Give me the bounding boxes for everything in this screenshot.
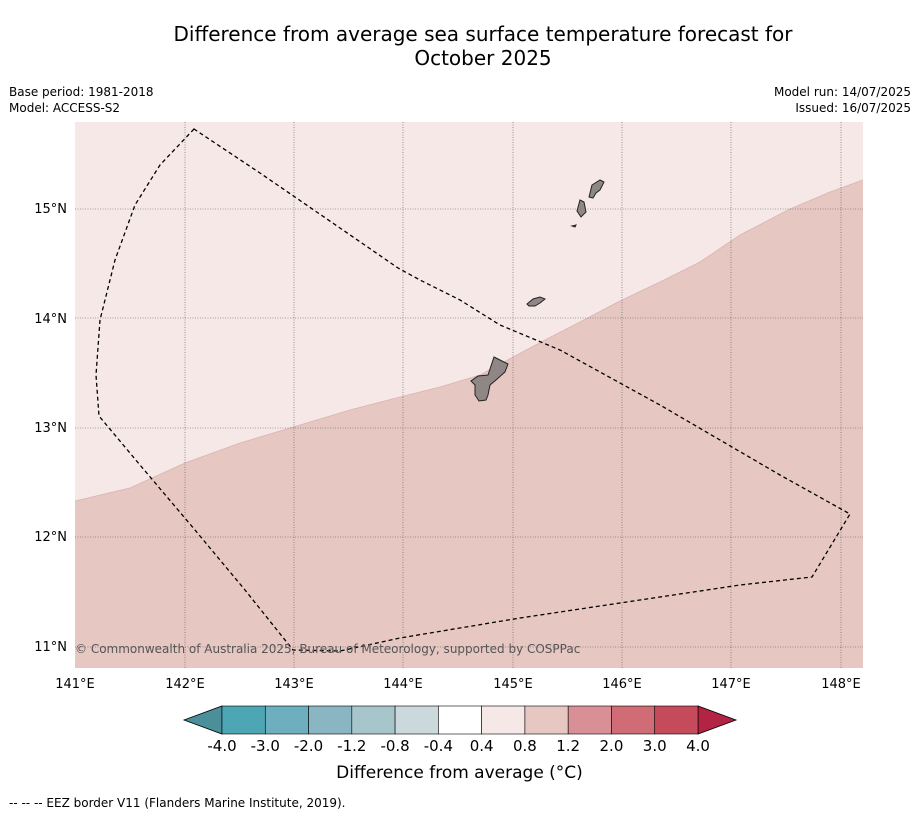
colorbar-box <box>221 705 266 735</box>
model-name: Model: ACCESS-S2 <box>9 101 121 115</box>
lat-label: 13°N <box>34 421 67 436</box>
lon-label: 144°E <box>383 677 423 692</box>
colorbar-box <box>481 705 526 735</box>
colorbar-box <box>394 705 439 735</box>
lon-label: 146°E <box>602 677 642 692</box>
lat-axis-labels: 15°N 14°N 13°N 12°N 11°N <box>34 202 67 655</box>
colorbar-tick-label: -3.0 <box>251 737 280 755</box>
colorbar-title: Difference from average (°C) <box>336 763 583 783</box>
title-line-1: Difference from average sea surface temp… <box>173 22 793 46</box>
issued-date: Issued: 16/07/2025 <box>795 101 911 115</box>
colorbar-tick-label: 0.8 <box>513 737 537 755</box>
meta-right: Model run: 14/07/2025 Issued: 16/07/2025 <box>774 84 911 116</box>
rota-island <box>526 296 546 307</box>
colorbar-box <box>308 705 353 735</box>
islands <box>470 179 605 402</box>
guam-island <box>470 356 509 402</box>
colorbar-box <box>567 705 612 735</box>
saipan-island <box>588 179 605 199</box>
colorbar-tick-label: -2.0 <box>294 737 323 755</box>
colorbar-tick-label: 4.0 <box>686 737 710 755</box>
base-period: Base period: 1981-2018 <box>9 85 154 99</box>
lon-label: 142°E <box>165 677 205 692</box>
colorbar-box <box>438 705 482 735</box>
colorbar-tick-label: 1.2 <box>556 737 580 755</box>
meta-left: Base period: 1981-2018 Model: ACCESS-S2 <box>9 84 154 116</box>
colorbar-extend-high <box>697 705 738 735</box>
lon-label: 143°E <box>274 677 314 692</box>
lat-label: 11°N <box>34 640 67 655</box>
sst-region-lower <box>75 180 863 668</box>
title-line-2: October 2025 <box>414 46 552 70</box>
map-area <box>75 122 863 668</box>
model-run: Model run: 14/07/2025 <box>773 85 911 99</box>
copyright-text: © Commonwealth of Australia 2025, Bureau… <box>75 642 580 656</box>
contour-line <box>75 179 863 502</box>
colorbar-box <box>611 705 656 735</box>
colorbar-box <box>524 705 569 735</box>
footnote: -- -- -- EEZ border V11 (Flanders Marine… <box>9 796 346 810</box>
lat-label: 14°N <box>34 312 67 327</box>
gridlines <box>75 122 863 668</box>
lat-label: 12°N <box>34 530 67 545</box>
colorbar-tick-label: -0.8 <box>380 737 409 755</box>
eez-border <box>95 128 851 652</box>
lon-label: 145°E <box>493 677 533 692</box>
colorbar-box <box>654 705 699 735</box>
colorbar: -4.0 -3.0 -2.0 -1.2 -0.8 -0.4 0.4 0.8 1.2 2.0 3.0 4… <box>182 705 738 755</box>
lon-axis-labels: 141°E 142°E 143°E 144°E 145°E 146°E 147°… <box>55 677 861 692</box>
tinian-island <box>576 199 587 218</box>
aguijan-islet <box>570 224 577 228</box>
chart-title: Difference from average sea surface temp… <box>0 22 919 70</box>
colorbar-tick-label: 3.0 <box>643 737 667 755</box>
lon-label: 141°E <box>55 677 95 692</box>
colorbar-box <box>264 705 309 735</box>
colorbar-extend-low <box>182 705 223 735</box>
lat-label: 15°N <box>34 202 67 217</box>
colorbar-tick-label: -1.2 <box>337 737 366 755</box>
colorbar-tick-label: -4.0 <box>207 737 236 755</box>
lon-label: 147°E <box>711 677 751 692</box>
lon-label: 148°E <box>821 677 861 692</box>
colorbar-tick-label: -0.4 <box>424 737 453 755</box>
colorbar-tick-label: 0.4 <box>470 737 494 755</box>
colorbar-tick-label: 2.0 <box>600 737 624 755</box>
colorbar-box <box>351 705 396 735</box>
